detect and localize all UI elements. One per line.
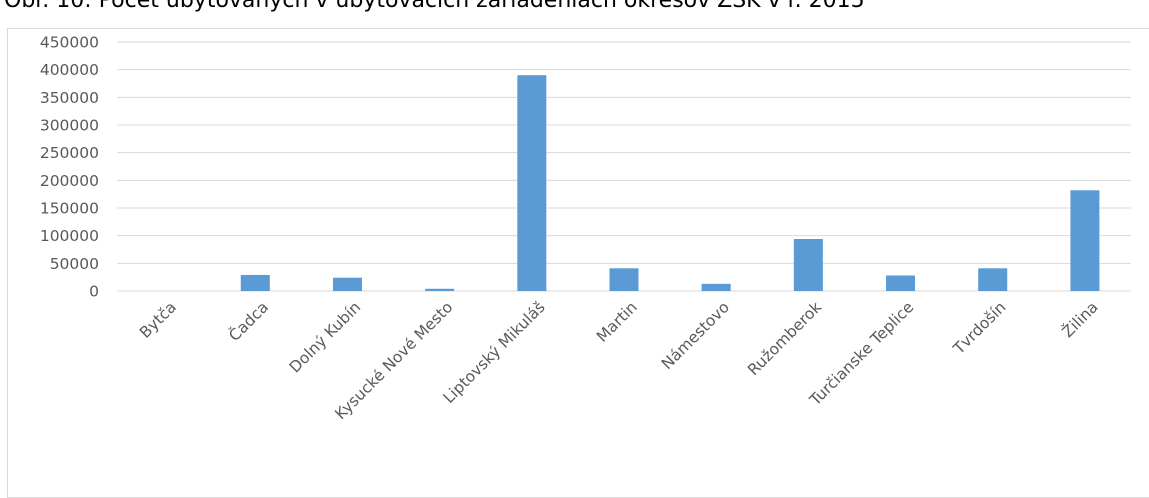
bar [1070, 190, 1100, 291]
x-tick-label: Martin [593, 298, 641, 346]
x-tick-label: Čadca [225, 297, 273, 345]
y-tick-label: 0 [89, 283, 99, 301]
x-tick-label: Tvrdošín [949, 298, 1009, 358]
x-tick-label: Dolný Kubín [286, 298, 364, 376]
bar [332, 277, 362, 291]
x-tick-label: Žilina [1058, 297, 1102, 341]
bar [701, 283, 731, 291]
bar [978, 268, 1008, 291]
x-tick-label: Námestovo [658, 298, 733, 373]
y-tick-label: 200000 [40, 172, 99, 190]
bar [886, 275, 916, 291]
bar [793, 238, 823, 291]
x-tick-label: Turčianske Teplice [806, 298, 918, 410]
y-tick-label: 300000 [40, 117, 99, 135]
y-tick-label: 150000 [40, 200, 99, 218]
bar [517, 75, 547, 291]
chart-title: Obr. 10: Počet ubytovaných v ubytovacích… [4, 0, 865, 13]
bar [240, 274, 270, 291]
y-tick-label: 100000 [40, 227, 99, 245]
bar [425, 288, 455, 291]
y-tick-label: 450000 [40, 34, 99, 52]
x-tick-label: Liptovský Mikuláš [440, 298, 549, 407]
x-tick-label: Ružomberok [744, 298, 825, 379]
y-tick-label: 400000 [40, 61, 99, 79]
x-tick-label: Bytča [136, 298, 180, 342]
y-tick-label: 350000 [40, 89, 99, 107]
bar [609, 268, 639, 291]
bar-chart: 0 50000 100000 150000 200000 250000 300000 3500… [40, 34, 1131, 423]
y-tick-label: 250000 [40, 144, 99, 162]
y-tick-label: 50000 [50, 255, 99, 273]
